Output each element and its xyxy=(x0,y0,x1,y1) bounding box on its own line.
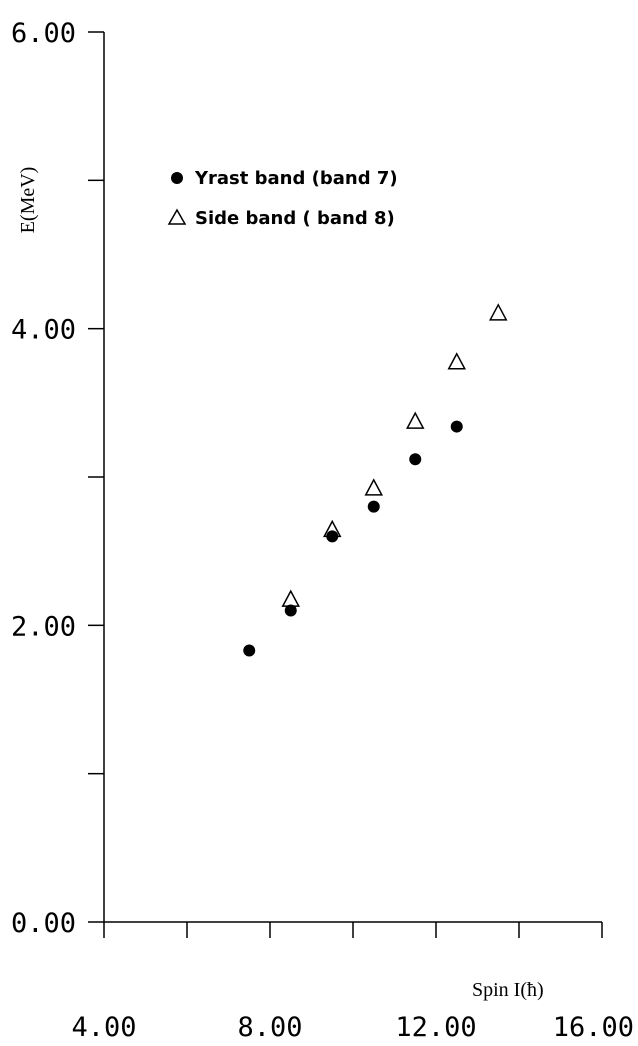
y-tick-label: 6.00 xyxy=(11,18,76,49)
y-tick-label: 2.00 xyxy=(11,611,76,642)
legend-label-yrast: Yrast band (band 7) xyxy=(194,168,398,189)
data-point-yrast xyxy=(367,500,380,513)
x-tick-label: 16.00 xyxy=(553,1012,634,1043)
x-tick-label: 8.00 xyxy=(237,1012,302,1043)
x-tick-label: 4.00 xyxy=(71,1012,136,1043)
data-point-yrast xyxy=(409,453,422,466)
y-axis-title: E(MeV) xyxy=(17,167,39,234)
data-point-side xyxy=(447,352,466,370)
data-point-side xyxy=(489,303,508,321)
data-point-yrast xyxy=(284,604,297,617)
legend: Yrast band (band 7) Side band ( band 8) xyxy=(167,168,398,229)
y-tick-label: 0.00 xyxy=(11,908,76,939)
data-point-side xyxy=(406,411,425,429)
axes xyxy=(103,32,602,923)
data-point-yrast xyxy=(450,420,463,433)
data-point-yrast xyxy=(243,644,256,657)
x-axis-title: Spin I(ħ) xyxy=(472,979,544,1001)
x-tick-label: 12.00 xyxy=(395,1012,476,1043)
legend-marker-side xyxy=(167,208,187,225)
data-point-side xyxy=(281,589,300,607)
data-points xyxy=(243,303,508,657)
tick-labels: 0.00 2.00 4.00 6.00 4.00 8.00 12.00 16.00 xyxy=(11,18,634,1043)
legend-label-side: Side band ( band 8) xyxy=(195,208,395,229)
data-point-side xyxy=(323,519,342,538)
data-point-side xyxy=(364,478,383,496)
y-tick-label: 4.00 xyxy=(11,315,76,346)
ticks xyxy=(88,31,603,938)
legend-marker-yrast xyxy=(171,172,183,184)
